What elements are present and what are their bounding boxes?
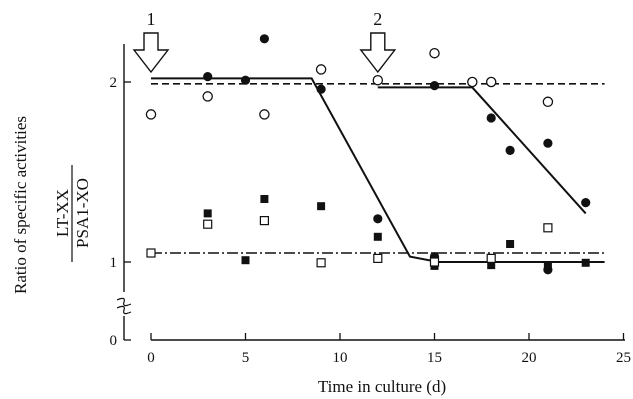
filled-square-point: [487, 261, 496, 270]
arrow-annotation: [359, 32, 397, 74]
y-tick-label: 0: [110, 333, 118, 349]
x-tick-label: 0: [147, 350, 155, 366]
filled-circle-point: [240, 75, 251, 85]
open-circle-point: [202, 91, 213, 102]
filled-square-point: [317, 202, 326, 211]
filled-circle-point: [429, 81, 440, 91]
y-fraction-denominator: PSA1-XO: [73, 178, 92, 248]
filled-square-point: [581, 258, 590, 267]
open-circle-point: [372, 74, 384, 86]
data-points: [145, 34, 591, 275]
x-tick-label: 20: [522, 350, 537, 366]
open-square-point: [146, 248, 156, 258]
open-circle-point: [259, 109, 270, 120]
open-circle-point: [542, 96, 554, 108]
filled-square-point: [203, 209, 212, 218]
arrow-annotation: [132, 32, 170, 74]
open-square-point: [429, 257, 440, 267]
filled-square-point: [506, 240, 515, 248]
open-circle-point: [429, 47, 440, 59]
filled-circle-point: [543, 138, 553, 148]
y-tick-label: 2: [110, 75, 118, 91]
x-tick-label: 10: [333, 350, 348, 366]
filled-circle-point: [373, 214, 383, 224]
x-tick-label: 15: [427, 350, 442, 366]
filled-circle-point: [581, 198, 591, 208]
filled-circle-point: [316, 84, 326, 94]
filled-square-point: [241, 256, 250, 265]
filled-circle-point: [259, 34, 269, 44]
open-square-point: [316, 258, 326, 268]
y-fraction-numerator: LT-XX: [53, 189, 72, 237]
x-axis-title: Time in culture (d): [318, 377, 446, 396]
arrow-annotation-label: 1: [147, 9, 156, 29]
open-square-point: [486, 253, 496, 263]
filled-square-point: [373, 232, 382, 241]
open-circle-point: [467, 76, 478, 88]
x-tick-label: 5: [242, 350, 250, 366]
open-square-point: [373, 253, 383, 263]
filled-square-point: [260, 195, 269, 203]
y-axis-title: Ratio of specific activities: [11, 116, 30, 294]
filled-circle-point: [505, 145, 515, 155]
open-square-point: [203, 219, 213, 229]
y-tick-label: 1: [110, 255, 118, 271]
arrow-annotation-label: 2: [373, 9, 382, 29]
filled-circle-point: [486, 113, 496, 123]
open-square-point: [543, 223, 553, 233]
open-circle-point: [315, 64, 327, 75]
x-ticks: 0 5 10 15 20 25: [147, 333, 631, 366]
filled-square-point: [543, 261, 552, 270]
y-ticks: 0 1 2: [110, 75, 131, 349]
x-tick-label: 25: [616, 350, 631, 366]
axis-break-mark: [116, 305, 132, 315]
open-circle-point: [485, 76, 497, 88]
open-circle-point: [145, 109, 157, 120]
axis-break-mark: [116, 297, 132, 307]
filled-circle-point: [203, 72, 213, 82]
open-square-point: [259, 216, 269, 226]
solid-fit-line: [377, 86, 587, 215]
axes: [116, 44, 625, 341]
